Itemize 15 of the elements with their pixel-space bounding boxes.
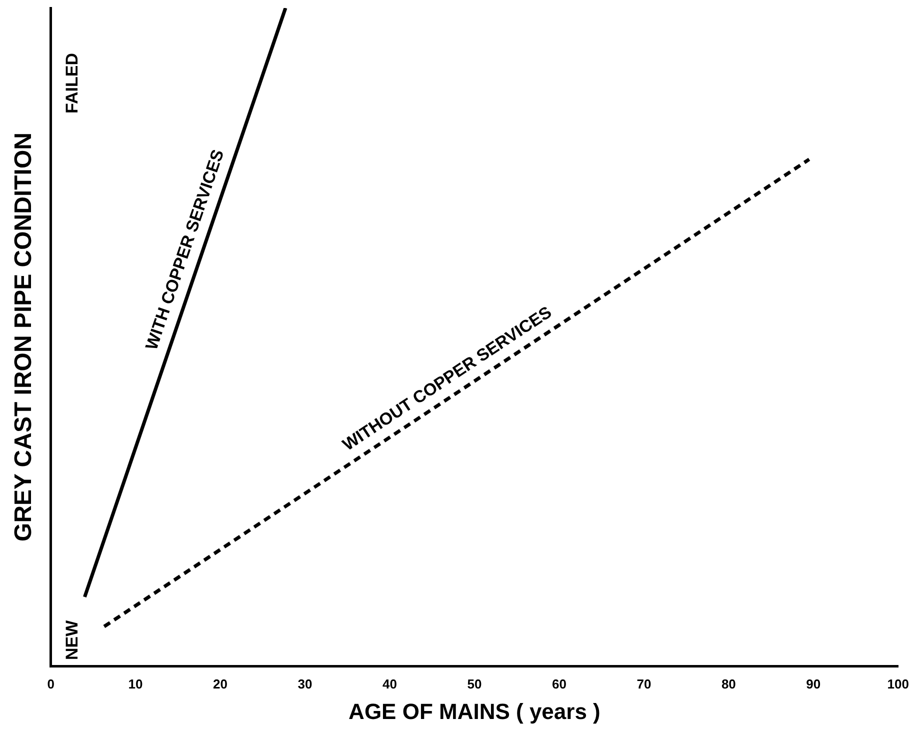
annotation: NEW bbox=[62, 619, 82, 660]
x-tick-label: 70 bbox=[636, 676, 652, 692]
x-tick-label: 40 bbox=[382, 676, 397, 692]
y-axis-title: GREY CAST IRON PIPE CONDITION bbox=[10, 132, 38, 542]
x-tick-label: 80 bbox=[721, 676, 736, 692]
x-tick-label: 60 bbox=[552, 676, 566, 692]
x-tick-label: 90 bbox=[806, 676, 821, 692]
x-tick-label: 20 bbox=[213, 676, 228, 692]
x-tick-label: 100 bbox=[887, 676, 910, 692]
x-tick-label: 0 bbox=[47, 676, 54, 692]
x-tick-label: 10 bbox=[128, 676, 143, 692]
x-axis-title: AGE OF MAINS ( years ) bbox=[348, 698, 600, 724]
x-tick-label: 50 bbox=[467, 676, 482, 692]
annotation: FAILED bbox=[62, 53, 82, 114]
x-tick-label: 30 bbox=[298, 676, 312, 692]
